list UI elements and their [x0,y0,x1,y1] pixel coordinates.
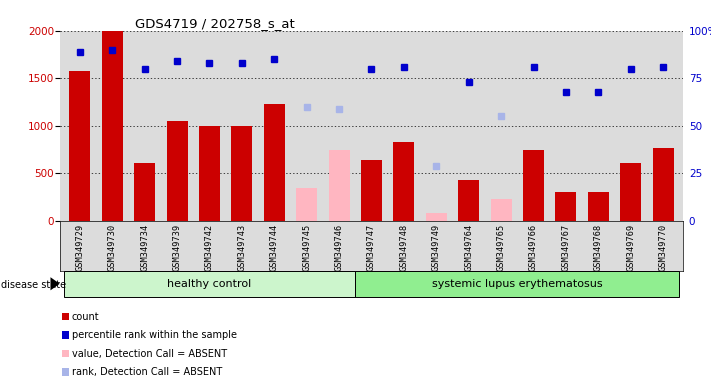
FancyBboxPatch shape [356,271,679,297]
Text: GSM349769: GSM349769 [626,223,635,271]
Bar [361,160,382,221]
Text: GSM349734: GSM349734 [140,223,149,271]
Bar [166,121,188,221]
Bar [328,151,350,221]
FancyBboxPatch shape [64,271,356,297]
Text: value, Detection Call = ABSENT: value, Detection Call = ABSENT [72,349,227,359]
Bar [199,126,220,221]
Text: rank, Detection Call = ABSENT: rank, Detection Call = ABSENT [72,367,222,377]
Bar [555,192,577,221]
Text: healthy control: healthy control [167,279,252,289]
Text: GSM349770: GSM349770 [658,223,668,271]
Text: GSM349768: GSM349768 [594,223,603,271]
Bar [620,163,641,221]
Bar [491,199,512,221]
Polygon shape [50,277,60,290]
Text: GSM349749: GSM349749 [432,223,441,271]
Bar [296,187,317,221]
Bar [426,213,447,221]
Bar [393,142,415,221]
Text: GSM349766: GSM349766 [529,223,538,271]
Bar [264,104,285,221]
Text: GSM349739: GSM349739 [173,223,181,271]
Text: GSM349745: GSM349745 [302,223,311,271]
Bar [231,126,252,221]
Text: GSM349729: GSM349729 [75,223,85,271]
Text: GSM349730: GSM349730 [108,223,117,271]
Bar [102,31,123,221]
Text: disease state: disease state [1,280,66,290]
Bar [62,349,68,357]
Text: GSM349742: GSM349742 [205,223,214,271]
Bar [653,147,673,221]
Bar [62,331,68,339]
Bar [70,71,90,221]
Text: GDS4719 / 202758_s_at: GDS4719 / 202758_s_at [135,17,295,30]
Text: GSM349744: GSM349744 [269,223,279,271]
Text: GSM349748: GSM349748 [400,223,408,271]
Bar [62,313,68,320]
Bar [523,149,544,221]
Text: GSM349765: GSM349765 [496,223,506,271]
Text: percentile rank within the sample: percentile rank within the sample [72,330,237,340]
Bar [134,163,155,221]
Bar [458,180,479,221]
Text: GSM349747: GSM349747 [367,223,376,271]
Text: GSM349764: GSM349764 [464,223,474,271]
Bar [588,192,609,221]
Bar [62,368,68,376]
Text: count: count [72,312,100,322]
Text: systemic lupus erythematosus: systemic lupus erythematosus [432,279,603,289]
Text: GSM349743: GSM349743 [237,223,247,271]
Text: GSM349767: GSM349767 [562,223,570,271]
Text: GSM349746: GSM349746 [335,223,343,271]
